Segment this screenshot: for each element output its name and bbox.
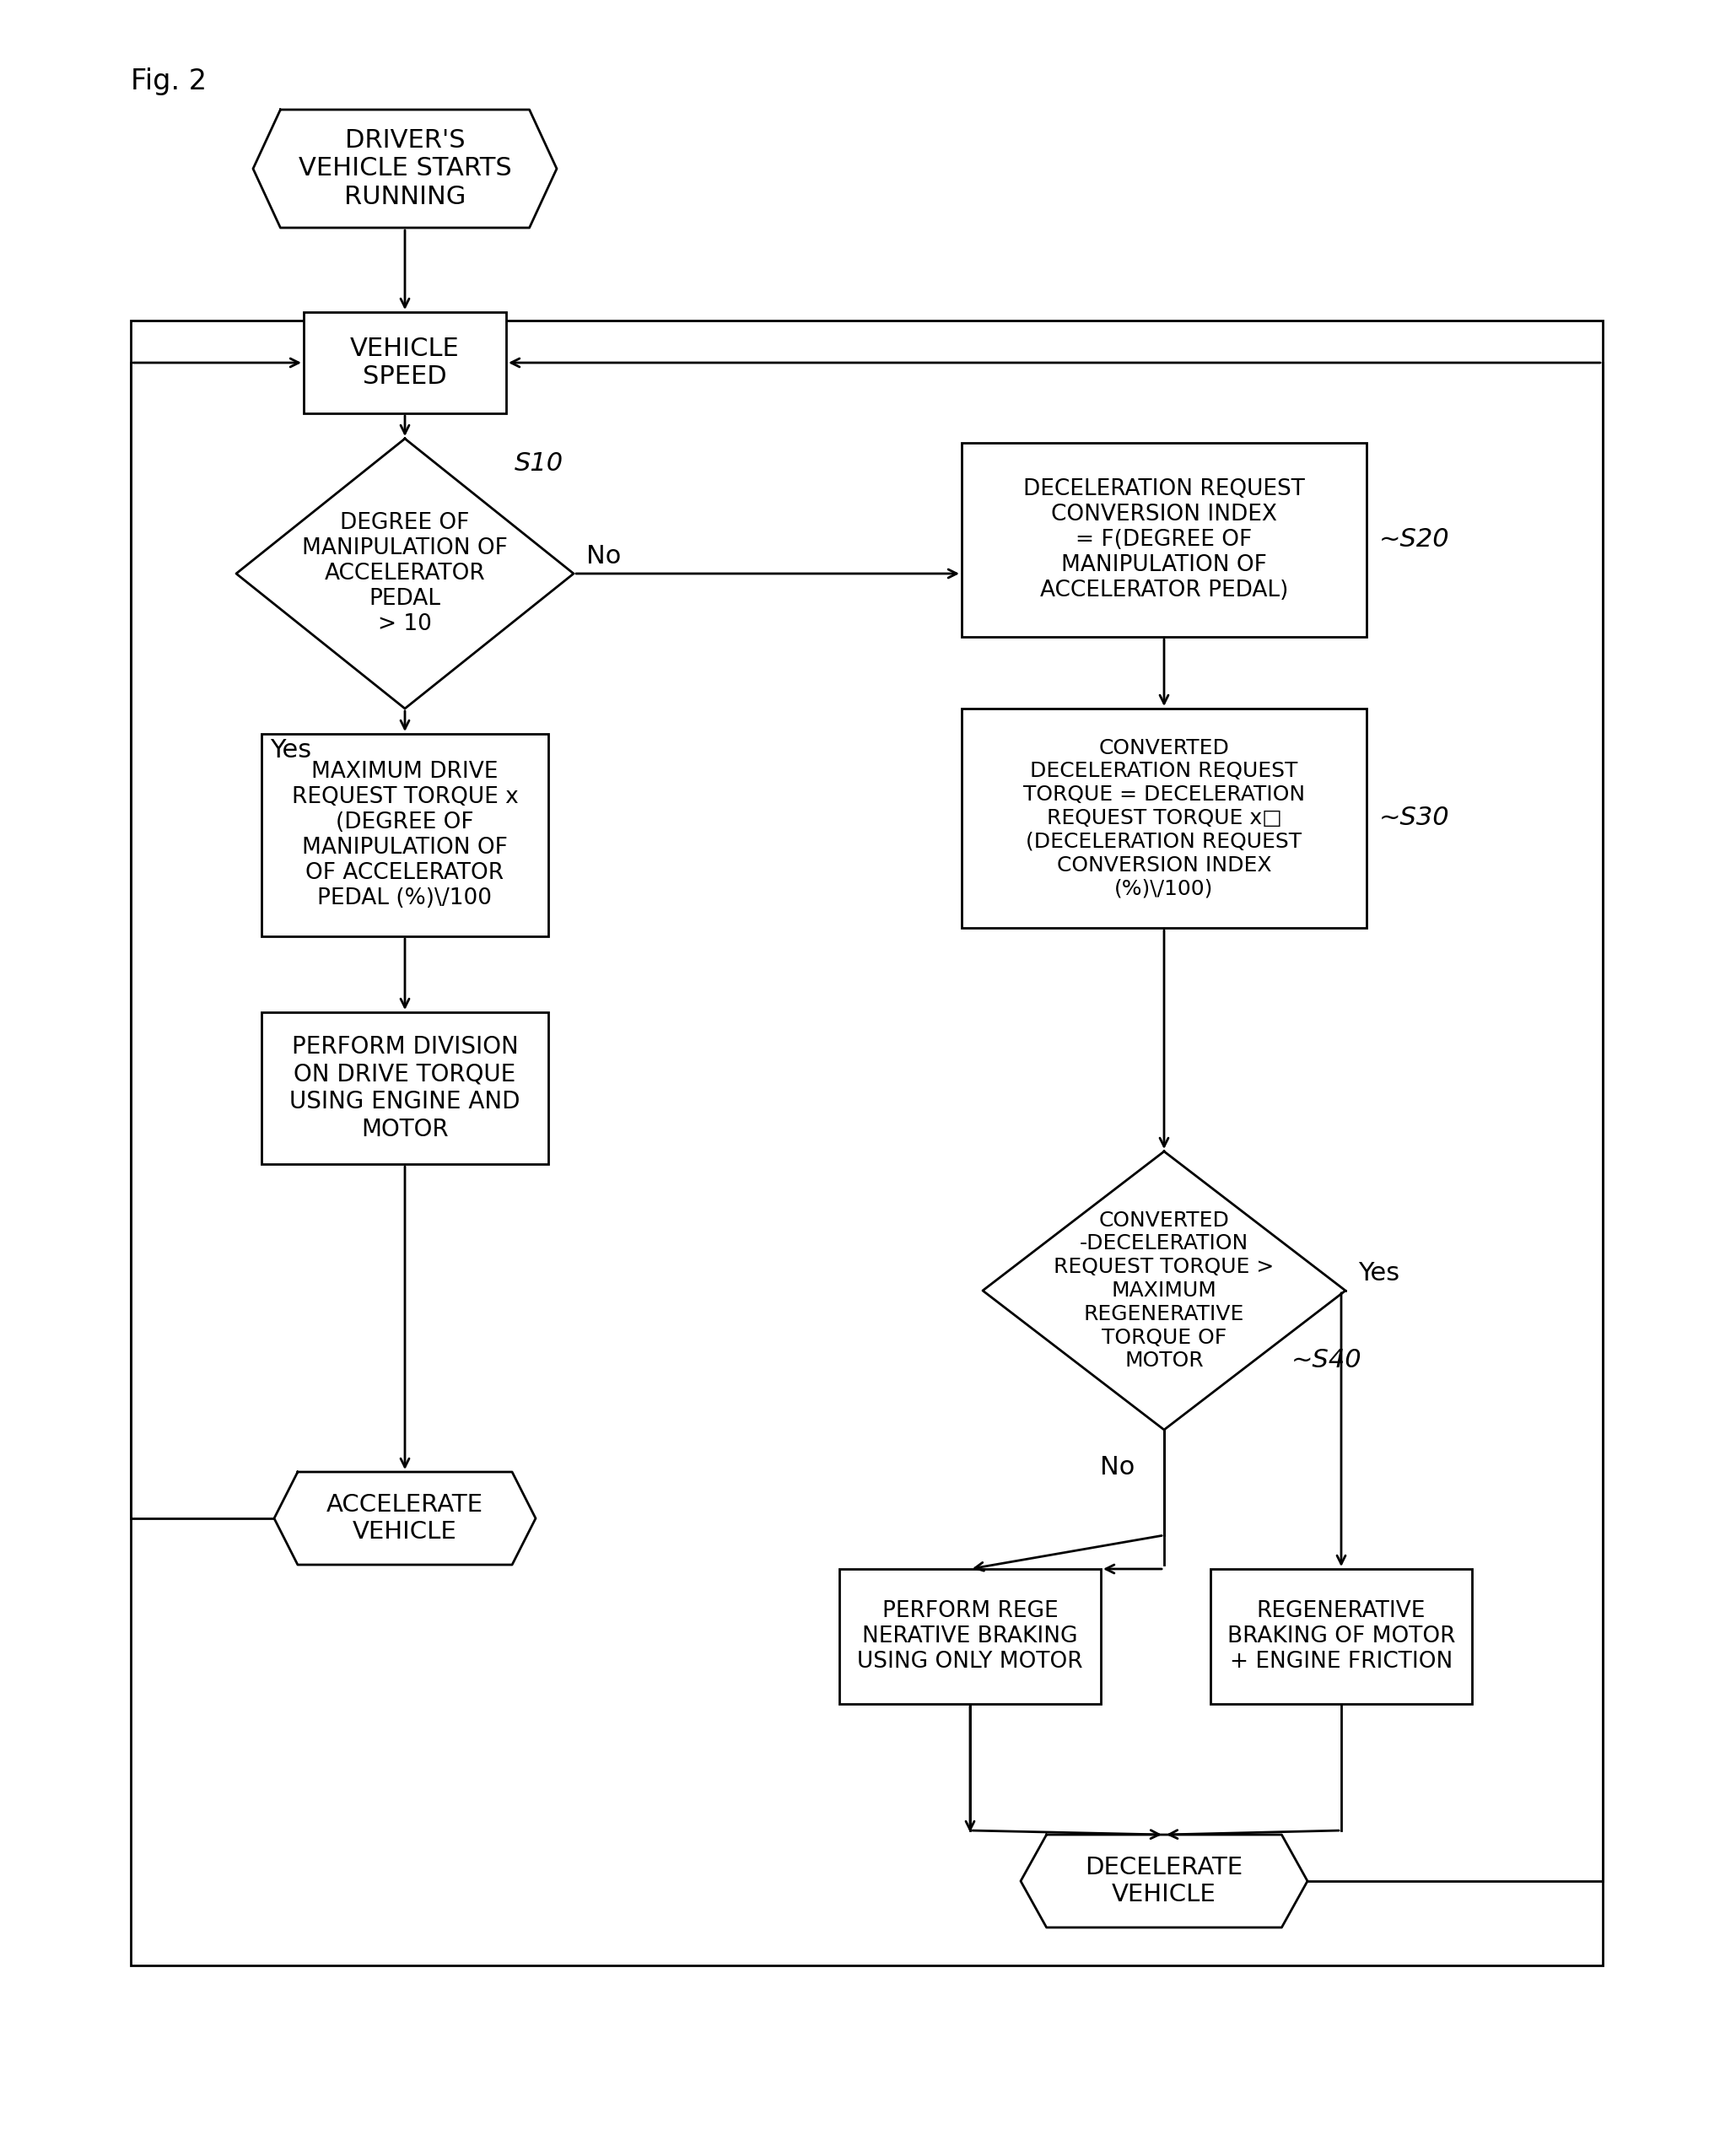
Text: REGENERATIVE
BRAKING OF MOTOR
+ ENGINE FRICTION: REGENERATIVE BRAKING OF MOTOR + ENGINE F… — [1227, 1600, 1455, 1673]
Text: DECELERATE
VEHICLE: DECELERATE VEHICLE — [1085, 1856, 1243, 1906]
Text: Fig. 2: Fig. 2 — [130, 67, 207, 95]
Text: DEGREE OF
MANIPULATION OF
ACCELERATOR
PEDAL
> 10: DEGREE OF MANIPULATION OF ACCELERATOR PE… — [302, 512, 507, 635]
Bar — [262, 733, 549, 936]
Bar — [262, 1013, 549, 1164]
Text: DECELERATION REQUEST
CONVERSION INDEX
= F(DEGREE OF
MANIPULATION OF
ACCELERATOR : DECELERATION REQUEST CONVERSION INDEX = … — [1023, 478, 1305, 602]
Text: CONVERTED
-DECELERATION
REQUEST TORQUE >
MAXIMUM
REGENERATIVE
TORQUE OF
MOTOR: CONVERTED -DECELERATION REQUEST TORQUE >… — [1054, 1211, 1274, 1370]
Text: ~S20: ~S20 — [1378, 527, 1450, 553]
Text: PERFORM REGE
NERATIVE BRAKING
USING ONLY MOTOR: PERFORM REGE NERATIVE BRAKING USING ONLY… — [858, 1600, 1083, 1673]
Text: Yes: Yes — [269, 738, 311, 764]
Bar — [304, 312, 507, 413]
Text: ~S30: ~S30 — [1378, 807, 1450, 830]
Text: Yes: Yes — [1358, 1260, 1399, 1286]
Bar — [1210, 1568, 1472, 1704]
Polygon shape — [274, 1471, 536, 1564]
Text: S10: S10 — [514, 452, 564, 475]
Bar — [962, 708, 1366, 927]
Polygon shape — [983, 1151, 1345, 1430]
Text: CONVERTED
DECELERATION REQUEST
TORQUE = DECELERATION
REQUEST TORQUE x□
(DECELERA: CONVERTED DECELERATION REQUEST TORQUE = … — [1023, 738, 1305, 899]
Polygon shape — [253, 110, 557, 228]
Text: MAXIMUM DRIVE
REQUEST TORQUE x
(DEGREE OF
MANIPULATION OF
OF ACCELERATOR
PEDAL (: MAXIMUM DRIVE REQUEST TORQUE x (DEGREE O… — [292, 761, 519, 910]
Text: No: No — [1101, 1454, 1135, 1480]
Bar — [962, 443, 1366, 637]
Polygon shape — [236, 439, 573, 708]
Bar — [130, 320, 1602, 1966]
Text: No: No — [587, 544, 621, 570]
Text: PERFORM DIVISION
ON DRIVE TORQUE
USING ENGINE AND
MOTOR: PERFORM DIVISION ON DRIVE TORQUE USING E… — [290, 1035, 521, 1140]
Polygon shape — [1021, 1835, 1307, 1927]
Text: DRIVER'S
VEHICLE STARTS
RUNNING: DRIVER'S VEHICLE STARTS RUNNING — [299, 129, 512, 209]
Text: ACCELERATE
VEHICLE: ACCELERATE VEHICLE — [326, 1493, 483, 1544]
Text: VEHICLE
SPEED: VEHICLE SPEED — [351, 336, 460, 389]
Bar — [838, 1568, 1101, 1704]
Text: ~S40: ~S40 — [1292, 1349, 1361, 1372]
